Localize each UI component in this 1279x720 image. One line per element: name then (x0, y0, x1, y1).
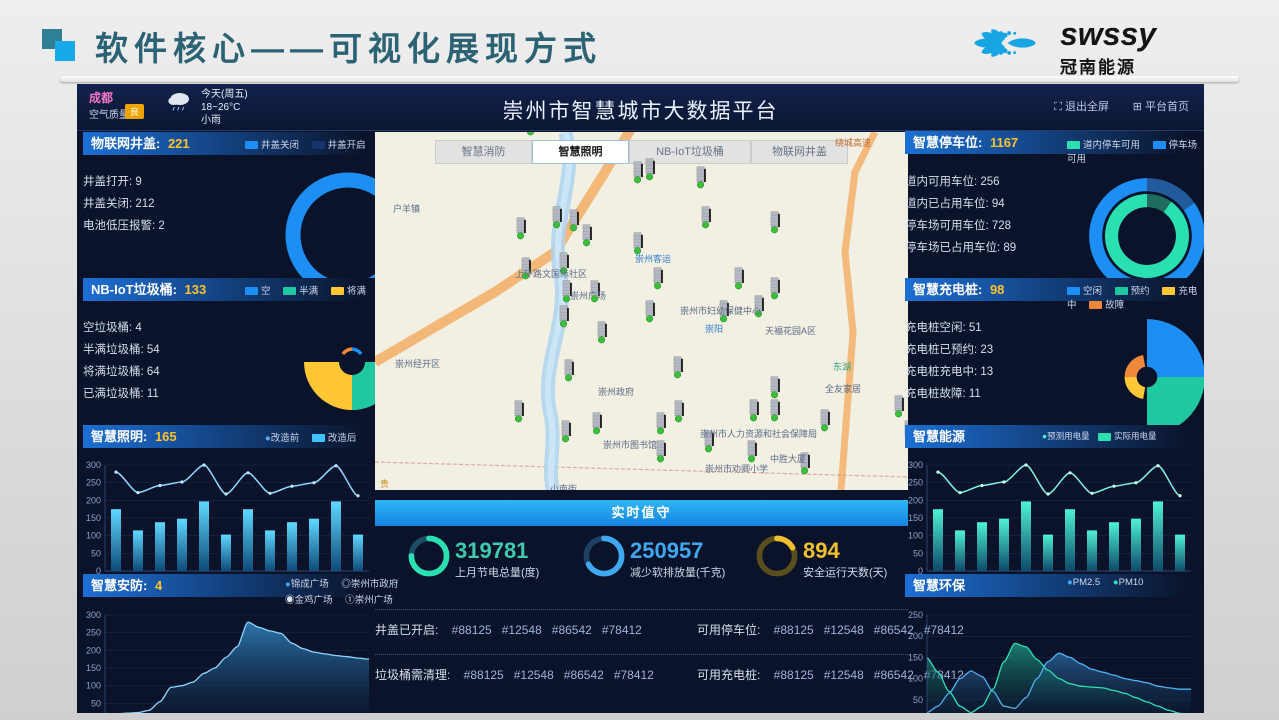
svg-text:150: 150 (86, 663, 101, 673)
svg-text:150: 150 (908, 513, 923, 523)
svg-text:100: 100 (86, 531, 101, 541)
svg-text:200: 200 (908, 631, 923, 641)
svg-text:50: 50 (91, 548, 101, 558)
svg-text:200: 200 (86, 495, 101, 505)
svg-text:250: 250 (86, 628, 101, 638)
svg-text:100: 100 (908, 531, 923, 541)
svg-text:100: 100 (908, 674, 923, 684)
svg-text:300: 300 (86, 460, 101, 470)
svg-text:300: 300 (908, 460, 923, 470)
svg-text:200: 200 (908, 495, 923, 505)
svg-text:100: 100 (86, 681, 101, 691)
svg-text:150: 150 (908, 652, 923, 662)
svg-text:50: 50 (91, 698, 101, 708)
svg-text:50: 50 (913, 695, 923, 705)
svg-text:50: 50 (913, 548, 923, 558)
svg-text:300: 300 (86, 610, 101, 620)
svg-text:150: 150 (86, 513, 101, 523)
svg-text:200: 200 (86, 645, 101, 655)
svg-text:250: 250 (908, 478, 923, 488)
svg-text:250: 250 (908, 610, 923, 620)
svg-text:250: 250 (86, 478, 101, 488)
